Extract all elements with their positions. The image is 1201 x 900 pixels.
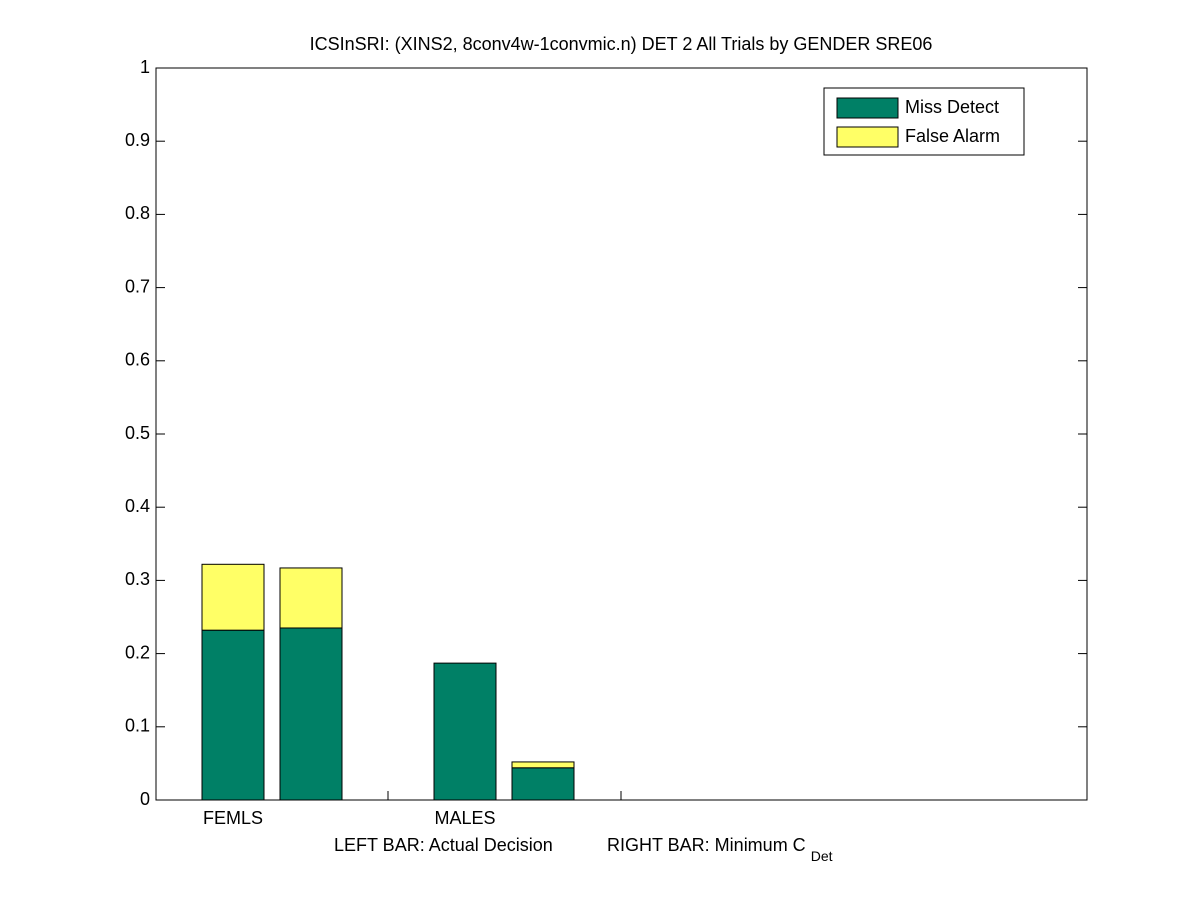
x-label-subscript: Det xyxy=(811,848,833,864)
bar-segment xyxy=(511,767,575,801)
chart-title: ICSInSRI: (XINS2, 8conv4w-1convmic.n) DE… xyxy=(310,34,933,54)
y-tick-label: 1 xyxy=(140,57,150,77)
y-tick-label: 0.3 xyxy=(125,569,150,589)
legend-swatch xyxy=(836,97,899,119)
y-tick-label: 0.7 xyxy=(125,276,150,296)
y-tick-label: 0.2 xyxy=(125,642,150,662)
y-tick-label: 0.9 xyxy=(125,130,150,150)
bar-segment xyxy=(279,627,343,801)
x-axis-label: LEFT BAR: Actual Decision RIGHT BAR: Min… xyxy=(334,835,833,864)
y-tick-label: 0.4 xyxy=(125,496,150,516)
x-label-right: RIGHT BAR: Minimum C xyxy=(607,835,806,855)
legend-label: False Alarm xyxy=(905,126,1000,146)
y-tick-label: 0.1 xyxy=(125,716,150,736)
y-tick-label: 0.5 xyxy=(125,423,150,443)
x-label-left: LEFT BAR: Actual Decision xyxy=(334,835,553,855)
bar-segment xyxy=(433,662,497,801)
bar-segment xyxy=(201,563,265,631)
legend-label: Miss Detect xyxy=(905,97,999,117)
bar-segment xyxy=(201,629,265,801)
legend-swatch xyxy=(836,126,899,148)
bar-segment xyxy=(279,567,343,629)
y-tick-label: 0.6 xyxy=(125,350,150,370)
bar-segment xyxy=(511,761,575,769)
x-tick-label: MALES xyxy=(434,808,495,828)
x-tick-label: FEMLS xyxy=(203,808,263,828)
y-tick-label: 0 xyxy=(140,789,150,809)
y-tick-label: 0.8 xyxy=(125,203,150,223)
